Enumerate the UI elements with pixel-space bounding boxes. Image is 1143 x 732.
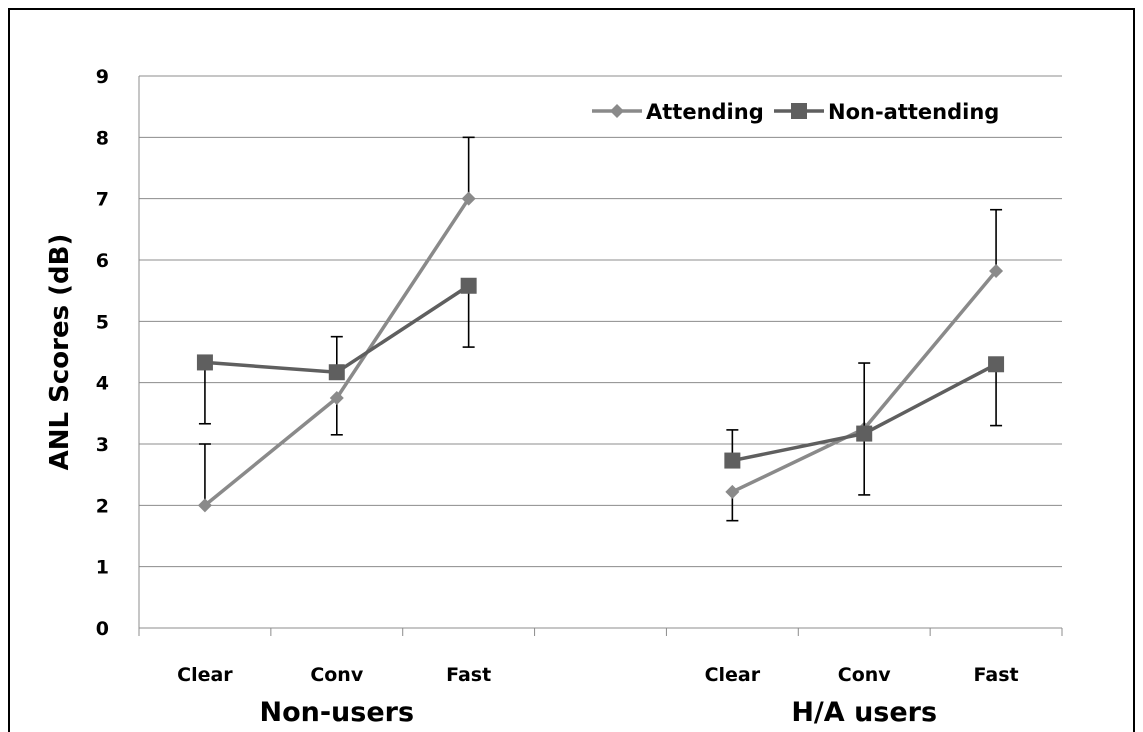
x-category-label: Conv xyxy=(310,664,364,686)
series-group xyxy=(196,136,1005,522)
legend-marker xyxy=(610,104,624,118)
y-tick-label: 9 xyxy=(96,66,109,88)
data-point xyxy=(329,391,344,405)
y-tick-label: 3 xyxy=(96,434,109,456)
series-attending xyxy=(197,136,1004,522)
x-category-labels: Clear Conv Fast Non-users Clear Conv Fast H/A u… xyxy=(177,664,1018,728)
y-axis-title: ANL Scores (dB) xyxy=(45,234,75,471)
data-point xyxy=(724,452,741,469)
y-tick-label: 2 xyxy=(96,495,109,517)
data-point xyxy=(328,364,345,381)
data-point xyxy=(725,484,740,499)
y-tick-label: 7 xyxy=(96,189,109,211)
y-tick-label: 5 xyxy=(96,311,109,333)
y-tick-label: 6 xyxy=(96,250,109,272)
x-category-label: Clear xyxy=(177,664,233,686)
data-point xyxy=(197,498,212,513)
y-tick-label: 4 xyxy=(96,373,109,395)
series-non-attending xyxy=(196,277,1005,496)
legend-label: Attending xyxy=(646,100,764,124)
data-point xyxy=(989,264,1004,279)
data-point xyxy=(856,425,873,442)
chart-frame xyxy=(8,8,1135,732)
x-category-label: Conv xyxy=(838,664,892,686)
gridlines xyxy=(139,75,1062,568)
x-category-label: Fast xyxy=(446,664,491,686)
y-tick-labels: 0 1 2 3 4 5 6 7 8 9 xyxy=(96,66,109,640)
legend-item: Attending xyxy=(592,100,764,124)
group-label: Non-users xyxy=(259,697,414,728)
legend-label: Non-attending xyxy=(828,100,999,124)
data-point xyxy=(461,191,476,206)
axes xyxy=(138,76,1063,636)
y-tick-label: 8 xyxy=(96,127,109,149)
data-point xyxy=(988,356,1005,373)
y-tick-label: 1 xyxy=(96,557,109,579)
x-category-label: Clear xyxy=(705,664,761,686)
legend: Attending Non-attending xyxy=(592,100,999,124)
y-tick-label: 0 xyxy=(96,618,109,640)
data-point xyxy=(196,354,213,371)
legend-marker xyxy=(791,103,807,119)
legend-item: Non-attending xyxy=(774,100,999,124)
group-label: H/A users xyxy=(791,697,937,728)
data-point xyxy=(460,277,477,294)
x-category-label: Fast xyxy=(974,664,1019,686)
